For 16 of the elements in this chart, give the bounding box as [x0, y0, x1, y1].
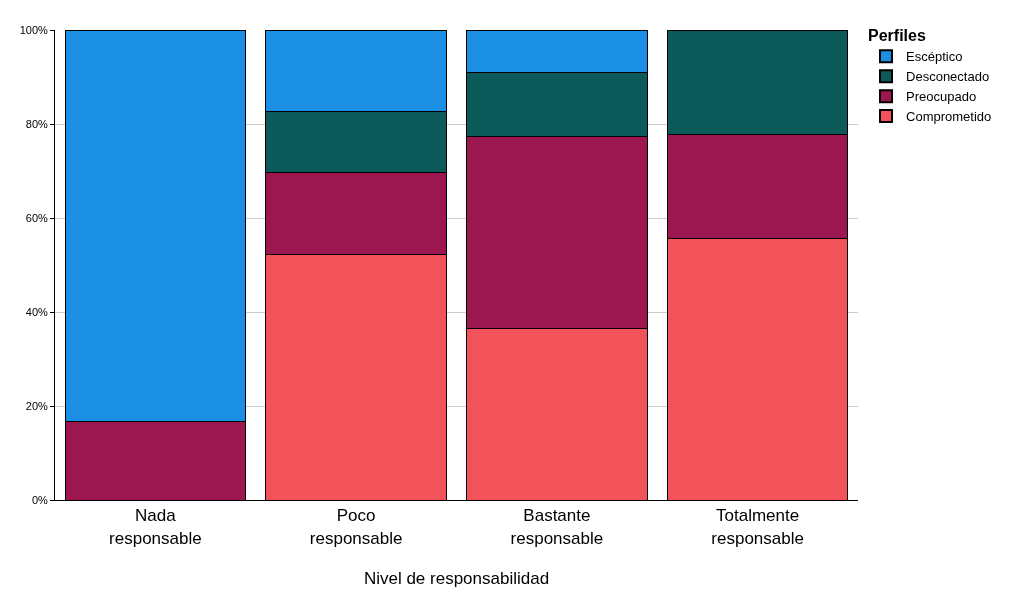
- y-tick-label: 0%: [31, 493, 49, 506]
- x-tick-label: Poco responsable: [309, 506, 403, 548]
- y-tick-label: 20%: [25, 399, 48, 412]
- x-tick-label: Totalmente responsable: [711, 506, 804, 548]
- y-tick-label: 80%: [25, 117, 48, 130]
- y-tick-label: 40%: [25, 305, 48, 318]
- y-tick-label: 100%: [19, 23, 49, 36]
- x-tick-label: Bastante responsable: [510, 506, 604, 548]
- y-tick-label: 60%: [25, 211, 48, 224]
- legend-label: Escéptico: [906, 49, 963, 65]
- legend-label: Preocupado: [906, 89, 977, 105]
- x-axis-title: Nivel de responsabilidad: [363, 568, 550, 588]
- legend-label: Comprometido: [906, 109, 992, 125]
- legend-title: Perfiles: [868, 27, 926, 45]
- legend-label: Desconectado: [906, 69, 990, 85]
- x-tick-label: Nada responsable: [109, 506, 202, 548]
